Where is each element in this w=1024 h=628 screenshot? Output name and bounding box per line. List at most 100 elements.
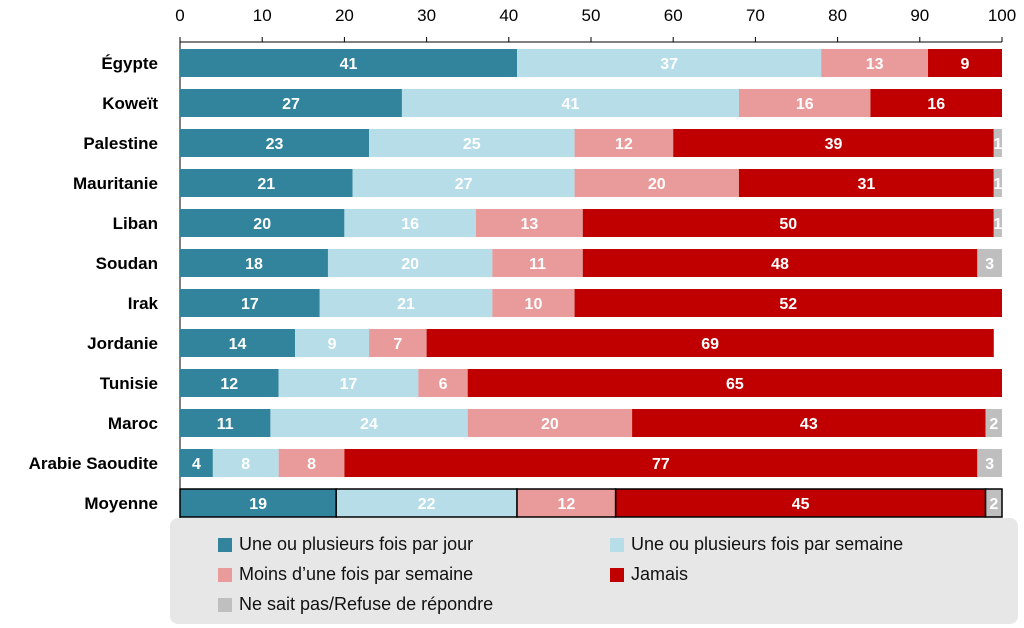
bar-segment-liban-ne-sait-pas-refuse-de-repondre	[993, 209, 1002, 237]
bar-segment-palestine-une-ou-plusieurs-fois-par-jour	[180, 129, 370, 157]
x-tick-label: 100	[988, 6, 1016, 25]
x-tick-label: 10	[253, 6, 272, 25]
bar-segment-koweit-une-ou-plusieurs-fois-par-semaine	[401, 89, 739, 117]
bar-segment-irak-jamais	[574, 289, 1002, 317]
data-label-koweit-moins-d-une-fois-par-semaine: 16	[796, 96, 814, 113]
bar-segment-koweit-jamais	[870, 89, 1002, 117]
data-label-moyenne-jamais: 45	[792, 496, 810, 513]
data-label-arabie-saoudite-moins-d-une-fois-par-semaine: 8	[307, 456, 316, 473]
data-label-maroc-une-ou-plusieurs-fois-par-semaine: 24	[360, 416, 378, 433]
bar-segment-soudan-une-ou-plusieurs-fois-par-semaine	[327, 249, 493, 277]
category-label-soudan: Soudan	[96, 254, 158, 273]
data-label-jordanie-une-ou-plusieurs-fois-par-semaine: 9	[328, 336, 337, 353]
bar-segment-tunisie-moins-d-une-fois-par-semaine	[418, 369, 468, 397]
data-label-palestine-jamais: 39	[825, 136, 843, 153]
legend-swatch-less-weekly	[218, 567, 232, 582]
legend: Une ou plusieurs fois par jour Une ou pl…	[170, 518, 1018, 624]
legend-label-dont-know: Ne sait pas/Refuse de répondre	[239, 594, 494, 614]
bar-segment-maroc-moins-d-une-fois-par-semaine	[467, 409, 633, 437]
bar-segment-jordanie-une-ou-plusieurs-fois-par-semaine	[295, 329, 370, 357]
data-label-soudan-une-ou-plusieurs-fois-par-semaine: 20	[401, 256, 419, 273]
data-label-jordanie-jamais: 69	[701, 336, 719, 353]
bar-segment-irak-une-ou-plusieurs-fois-par-semaine	[319, 289, 493, 317]
data-label-arabie-saoudite-une-ou-plusieurs-fois-par-jour: 4	[192, 456, 201, 473]
bar-segment-mauritanie-moins-d-une-fois-par-semaine	[574, 169, 739, 197]
bar-segment-moyenne-jamais	[614, 488, 987, 518]
bar-segment-jordanie-une-ou-plusieurs-fois-par-jour	[180, 329, 296, 357]
bar-segment-mauritanie-ne-sait-pas-refuse-de-repondre	[993, 169, 1002, 197]
x-tick-label: 70	[746, 6, 765, 25]
bar-segment-liban-moins-d-une-fois-par-semaine	[475, 209, 583, 237]
data-label-tunisie-jamais: 65	[726, 376, 744, 393]
bar-segment-egypte-moins-d-une-fois-par-semaine	[821, 49, 929, 77]
legend-item-daily: Une ou plusieurs fois par jour	[218, 534, 473, 555]
bar-segment-irak-une-ou-plusieurs-fois-par-jour	[180, 289, 320, 317]
bar-segment-moyenne-une-ou-plusieurs-fois-par-jour	[179, 488, 337, 518]
legend-item-weekly: Une ou plusieurs fois par semaine	[610, 534, 903, 555]
data-label-palestine-une-ou-plusieurs-fois-par-jour: 23	[266, 136, 284, 153]
data-label-jordanie-une-ou-plusieurs-fois-par-jour: 14	[229, 336, 247, 353]
category-label-egypte: Égypte	[101, 54, 158, 73]
bar-segment-liban-une-ou-plusieurs-fois-par-jour	[180, 209, 345, 237]
category-label-jordanie: Jordanie	[87, 334, 158, 353]
data-label-maroc-jamais: 43	[800, 416, 818, 433]
bar-segment-jordanie-jamais	[426, 329, 994, 357]
bar-segment-maroc-une-ou-plusieurs-fois-par-semaine	[270, 409, 468, 437]
bar-segment-arabie-saoudite-une-ou-plusieurs-fois-par-jour	[180, 449, 213, 477]
bar-segment-soudan-une-ou-plusieurs-fois-par-jour	[180, 249, 328, 277]
bar-segment-tunisie-une-ou-plusieurs-fois-par-semaine	[278, 369, 419, 397]
bar-segment-palestine-jamais	[673, 129, 994, 157]
category-label-koweit: Koweït	[102, 94, 158, 113]
bar-segment-egypte-jamais	[928, 49, 1002, 77]
bar-segment-jordanie-moins-d-une-fois-par-semaine	[369, 329, 427, 357]
data-label-mauritanie-jamais: 31	[857, 176, 875, 193]
bar-segment-palestine-ne-sait-pas-refuse-de-repondre	[993, 129, 1002, 157]
data-label-tunisie-une-ou-plusieurs-fois-par-jour: 12	[220, 376, 238, 393]
data-label-maroc-une-ou-plusieurs-fois-par-jour: 11	[217, 416, 234, 433]
data-label-mauritanie-une-ou-plusieurs-fois-par-jour: 21	[257, 176, 275, 193]
legend-label-less-weekly: Moins d’une fois par semaine	[239, 564, 474, 584]
bar-segment-maroc-ne-sait-pas-refuse-de-repondre	[985, 409, 1002, 437]
data-label-egypte-jamais: 9	[961, 56, 970, 73]
data-label-palestine-moins-d-une-fois-par-semaine: 12	[615, 136, 633, 153]
data-label-moyenne-une-ou-plusieurs-fois-par-semaine: 22	[418, 496, 436, 513]
bar-segment-soudan-ne-sait-pas-refuse-de-repondre	[977, 249, 1002, 277]
category-label-maroc: Maroc	[108, 414, 158, 433]
x-tick-label: 20	[335, 6, 354, 25]
category-label-irak: Irak	[128, 294, 159, 313]
bar-segment-mauritanie-une-ou-plusieurs-fois-par-jour	[180, 169, 353, 197]
bar-segment-egypte-une-ou-plusieurs-fois-par-semaine	[517, 49, 822, 77]
bar-segment-maroc-jamais	[632, 409, 986, 437]
bar-segment-egypte-une-ou-plusieurs-fois-par-jour	[180, 49, 518, 77]
legend-label-never: Jamais	[631, 564, 689, 584]
data-label-moyenne-une-ou-plusieurs-fois-par-jour: 19	[249, 496, 267, 513]
bar-segment-liban-une-ou-plusieurs-fois-par-semaine	[344, 209, 476, 237]
x-tick-label: 80	[828, 6, 847, 25]
data-label-soudan-une-ou-plusieurs-fois-par-jour: 18	[245, 256, 263, 273]
x-tick-label: 90	[910, 6, 929, 25]
data-label-arabie-saoudite-une-ou-plusieurs-fois-par-semaine: 8	[241, 456, 250, 473]
x-tick-label: 30	[417, 6, 436, 25]
legend-swatch-dont-know	[218, 597, 232, 612]
data-label-maroc-moins-d-une-fois-par-semaine: 20	[541, 416, 559, 433]
legend-swatch-never	[610, 567, 624, 582]
data-label-egypte-une-ou-plusieurs-fois-par-semaine: 37	[660, 56, 678, 73]
data-label-palestine-ne-sait-pas-refuse-de-repondre: 1	[993, 136, 1002, 153]
bar-segment-irak-moins-d-une-fois-par-semaine	[492, 289, 575, 317]
data-label-mauritanie-une-ou-plusieurs-fois-par-semaine: 27	[455, 176, 473, 193]
data-label-koweit-jamais: 16	[927, 96, 945, 113]
x-tick-label: 60	[664, 6, 683, 25]
category-label-liban: Liban	[113, 214, 158, 233]
data-label-irak-moins-d-une-fois-par-semaine: 10	[525, 296, 543, 313]
x-tick-label: 0	[175, 6, 184, 25]
data-label-koweit-une-ou-plusieurs-fois-par-jour: 27	[282, 96, 300, 113]
data-label-mauritanie-moins-d-une-fois-par-semaine: 20	[648, 176, 666, 193]
bar-segment-moyenne-moins-d-une-fois-par-semaine	[516, 488, 617, 518]
data-label-jordanie-moins-d-une-fois-par-semaine: 7	[393, 336, 402, 353]
data-label-palestine-une-ou-plusieurs-fois-par-semaine: 25	[463, 136, 481, 153]
data-label-irak-une-ou-plusieurs-fois-par-jour: 17	[241, 296, 259, 313]
x-tick-label: 50	[582, 6, 601, 25]
bar-segment-palestine-une-ou-plusieurs-fois-par-semaine	[369, 129, 575, 157]
bar-segment-soudan-jamais	[582, 249, 978, 277]
